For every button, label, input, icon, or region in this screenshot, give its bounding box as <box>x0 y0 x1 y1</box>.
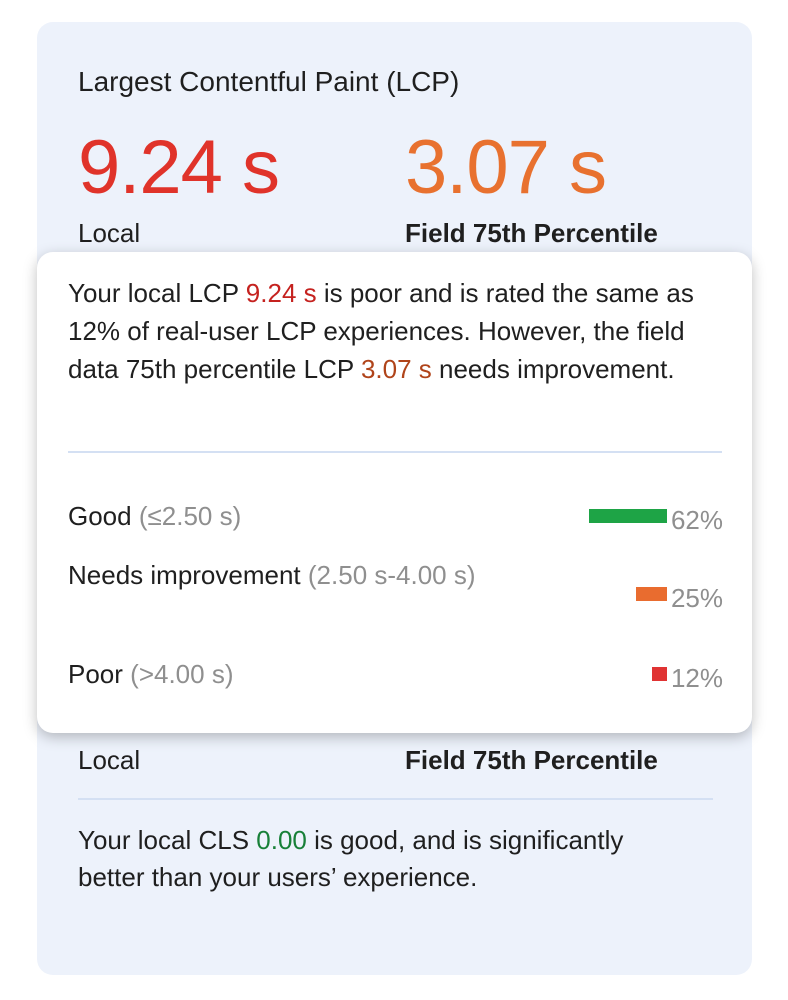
distribution-row: Needs improvement (2.50 s-4.00 s) 25% <box>68 556 723 613</box>
cls-field-label: Field 75th Percentile <box>405 745 658 775</box>
tooltip-divider <box>68 451 722 453</box>
distribution-row: Poor (>4.00 s) 12% <box>68 655 723 693</box>
row-label: Needs improvement <box>68 560 301 590</box>
row-percent: 12% <box>670 663 723 693</box>
field-lcp-value: 3.07 s <box>405 125 607 210</box>
cls-local-value: 0.00 <box>256 825 307 855</box>
cls-summary: Your local CLS 0.00 is good, and is sign… <box>78 825 624 892</box>
distribution-row: Good (≤2.50 s) 62% <box>68 497 723 535</box>
card-title: Largest Contentful Paint (LCP) <box>78 66 460 97</box>
distribution-bar <box>588 509 667 523</box>
row-percent: 25% <box>670 583 723 613</box>
row-label: Good <box>68 501 132 531</box>
distribution-bar <box>635 587 667 601</box>
row-percent: 62% <box>670 505 723 535</box>
divider <box>78 798 713 800</box>
row-label: Poor <box>68 659 123 689</box>
field-label: Field 75th Percentile <box>405 218 658 248</box>
row-range: (>4.00 s) <box>130 659 234 689</box>
local-lcp-value: 9.24 s <box>78 125 280 210</box>
lcp-tooltip: Your local LCP 9.24 s is poor and is rat… <box>37 252 752 733</box>
distribution-bar <box>651 667 667 681</box>
cls-local-label: Local <box>78 745 141 775</box>
row-range: (≤2.50 s) <box>138 501 242 531</box>
local-label: Local <box>78 218 141 248</box>
row-range: (2.50 s-4.00 s) <box>307 560 476 590</box>
tooltip-summary: Your local LCP 9.24 s is poor and is rat… <box>68 278 694 384</box>
